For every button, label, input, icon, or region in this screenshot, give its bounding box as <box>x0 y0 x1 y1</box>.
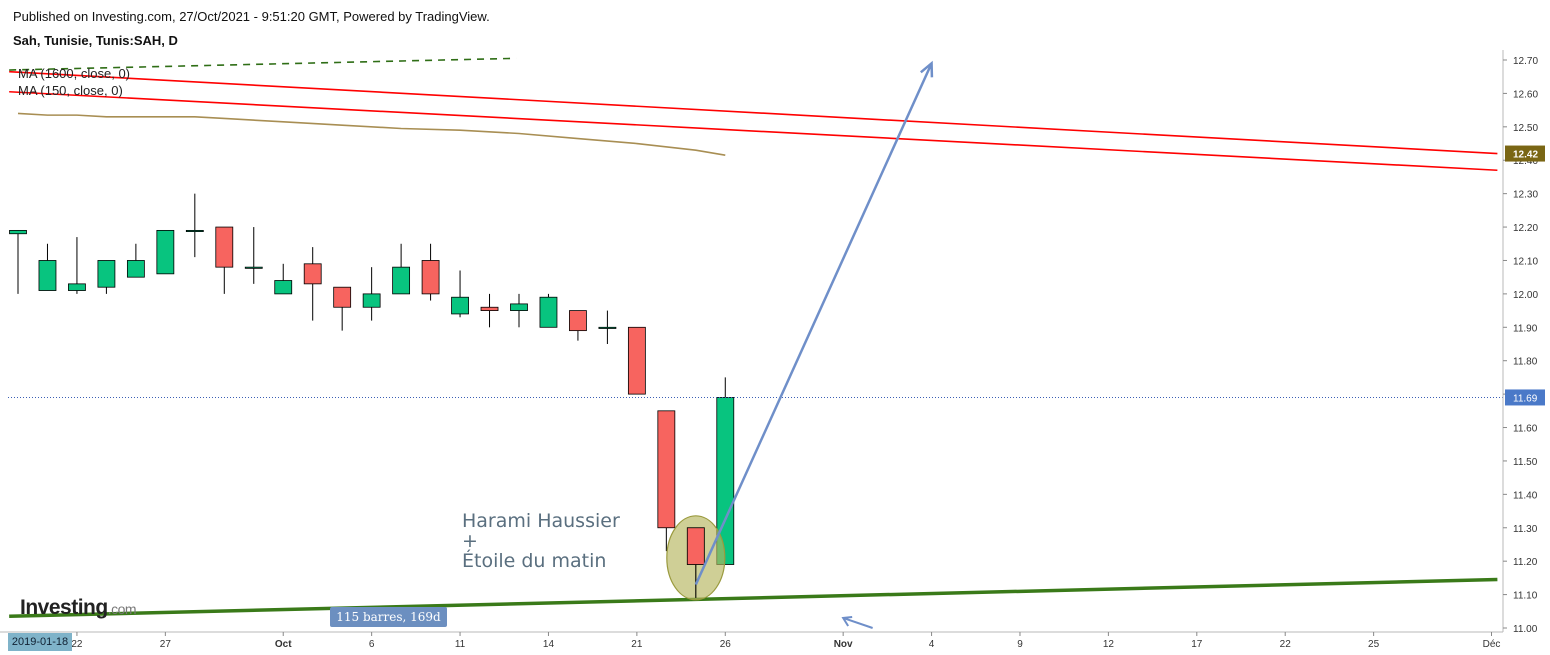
candle-body <box>97 260 116 288</box>
candle-body <box>480 306 499 311</box>
current-price-badge <box>1505 389 1545 406</box>
ma150-line <box>17 112 726 157</box>
price-axis[interactable]: 12.70 12.60 12.50 12.40 12.30 12.20 12.10 12.00… <box>1502 50 1545 635</box>
legend-ma-1600[interactable]: MA (1600, close, 0) <box>18 66 130 81</box>
support-trendline <box>9 577 1498 619</box>
candle-body <box>156 229 175 275</box>
price-tick-label: 12.50 <box>1513 123 1538 134</box>
candle-body <box>569 310 587 332</box>
ma-value-badge <box>1505 145 1545 162</box>
time-tick-label: 11 <box>455 639 466 650</box>
drawing-overlays <box>8 60 1503 629</box>
price-tick-label: 11.60 <box>1513 424 1538 435</box>
price-tick-label: 12.00 <box>1513 290 1538 301</box>
time-tick-label: 22 <box>1280 639 1292 650</box>
moving-average-lines <box>9 57 726 157</box>
time-tick-label: 27 <box>160 639 172 650</box>
pattern-note-line-3: Étoile du matin <box>462 550 607 572</box>
candle-body <box>451 296 469 315</box>
price-tick-label: 11.10 <box>1513 591 1538 602</box>
time-axis[interactable]: 22 27 Oct 6 11 14 21 26 Nov 4 9 12 17 22 25 Déc <box>0 631 1503 650</box>
channel-upper-line <box>9 70 1498 155</box>
current-price-label: 11.69 <box>1513 393 1538 404</box>
candle-body <box>244 266 263 269</box>
price-tick-label: 12.60 <box>1513 89 1538 100</box>
candle-body <box>9 229 27 235</box>
price-tick-label: 12.70 <box>1513 56 1538 67</box>
time-tick-label: Oct <box>275 639 292 650</box>
candle-body <box>657 410 676 529</box>
candle-body <box>510 303 528 311</box>
candle-body <box>185 229 204 232</box>
price-tick-label: 11.40 <box>1513 490 1538 501</box>
small-arrow-head <box>841 615 853 627</box>
time-tick-label: Déc <box>1483 639 1501 650</box>
channel-lower-line <box>9 90 1498 172</box>
price-tick-label: 12.40 <box>1513 156 1538 167</box>
projection-arrow-line <box>694 62 933 586</box>
candle-body <box>333 286 352 308</box>
candlestick-series <box>9 193 735 598</box>
time-tick-label: Nov <box>834 639 853 650</box>
time-tick-label: 21 <box>631 639 643 650</box>
ma1600-line <box>9 57 517 71</box>
small-arrow-line <box>842 617 873 629</box>
candle-body <box>215 226 234 268</box>
candle-body <box>539 296 558 328</box>
time-tick-label: 26 <box>720 639 732 650</box>
time-tick-label: 4 <box>929 639 935 650</box>
projection-arrow-head <box>920 60 934 78</box>
range-measure-badge: 115 barres, 169d <box>330 607 447 627</box>
logo-name: Investing <box>20 596 108 619</box>
time-tick-label: 14 <box>543 639 555 650</box>
time-tick-label: 9 <box>1017 639 1023 650</box>
time-tick-label: 6 <box>369 639 375 650</box>
price-tick-label: 12.30 <box>1513 190 1538 201</box>
price-tick-label: 11.50 <box>1513 457 1538 468</box>
pattern-note-line-1: Harami Haussier <box>462 510 620 532</box>
candle-body <box>392 266 411 295</box>
price-tick-label: 11.00 <box>1513 624 1538 635</box>
candle-body <box>362 293 381 308</box>
candle-body <box>686 527 705 565</box>
logo-suffix: .com <box>107 601 137 617</box>
candle-body <box>274 280 293 295</box>
investing-logo: Investing.com <box>20 596 137 620</box>
price-tick-label: 11.20 <box>1513 557 1538 568</box>
pattern-note-line-2: + <box>462 530 478 552</box>
candle-body <box>126 260 145 278</box>
symbol-title: Sah, Tunisie, Tunis:SAH, D <box>13 33 178 48</box>
time-tick-label: 25 <box>1368 639 1380 650</box>
time-tick-label: 22 <box>71 639 83 650</box>
channel-lines <box>9 70 1498 172</box>
ma-value-label: 12.42 <box>1513 150 1538 161</box>
price-tick-label: 11.90 <box>1513 323 1538 334</box>
price-tick-label: 11.30 <box>1513 524 1538 535</box>
candle-body <box>38 260 57 291</box>
legend-ma-150[interactable]: MA (150, close, 0) <box>18 83 123 98</box>
candle-body <box>68 283 86 291</box>
published-caption: Published on Investing.com, 27/Oct/2021 … <box>13 9 490 24</box>
candle-body <box>598 326 617 329</box>
price-tick-label: 12.10 <box>1513 256 1538 267</box>
price-tick-label: 12.20 <box>1513 223 1538 234</box>
price-tick-label: 11.80 <box>1513 357 1538 368</box>
candle-body <box>303 263 322 285</box>
candle-body <box>421 260 440 295</box>
time-tick-label: 12 <box>1103 639 1115 650</box>
support-line <box>9 577 1498 619</box>
time-tick-label: 17 <box>1191 639 1203 650</box>
cursor-date-badge: 2019-01-18 <box>8 633 72 651</box>
candle-body <box>627 326 646 395</box>
